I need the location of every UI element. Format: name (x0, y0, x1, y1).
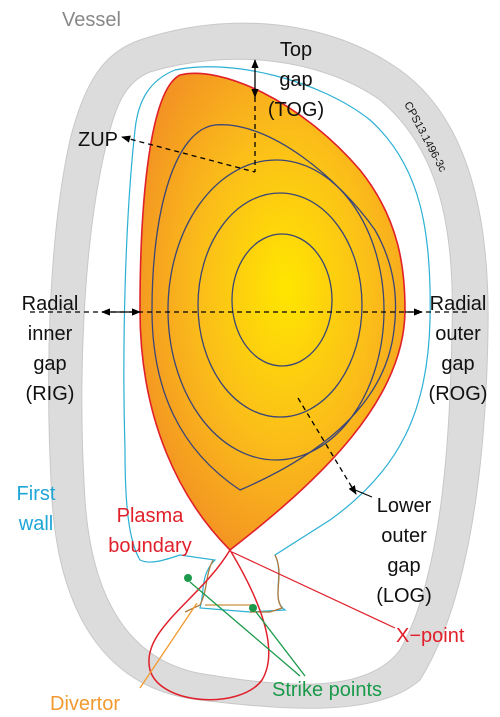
rog-label: Radial (430, 293, 487, 315)
rog-label: gap (441, 353, 474, 375)
log-label: Lower (377, 495, 432, 517)
vessel (48, 22, 489, 709)
rig-label: inner (28, 323, 73, 345)
flux-surfaces (151, 124, 397, 491)
plasma (139, 72, 406, 552)
log-label: (LOG) (376, 585, 432, 607)
flux-surface (167, 159, 385, 461)
strike-points-label: Strike points (272, 679, 382, 701)
x-point-label: X−point (396, 625, 465, 647)
plasma-boundary-label: Plasma (117, 505, 185, 527)
strike-leader (189, 581, 301, 677)
gap-lines (30, 59, 470, 495)
zup-line (121, 135, 256, 173)
divertor-label: Divertor (50, 693, 120, 715)
rig-label: gap (33, 353, 66, 375)
log-label: outer (381, 525, 427, 547)
rig-label: Radial (22, 293, 79, 315)
divertor-structure (184, 554, 284, 613)
zup-label: ZUP (78, 129, 118, 151)
log-label: gap (387, 555, 420, 577)
top-gap-label: (TOG) (268, 99, 324, 121)
vessel-label: Vessel (62, 9, 121, 31)
rog-label: outer (435, 323, 481, 345)
divertor-leader (139, 602, 198, 689)
strike-point (184, 574, 192, 582)
flux-surface (231, 233, 333, 367)
strike-leader (255, 611, 306, 677)
x-point-leader (231, 551, 396, 629)
top-gap-label: Top (280, 39, 312, 61)
log-line (297, 397, 357, 495)
flux-surface (197, 192, 363, 418)
top-gap-label: gap (279, 69, 312, 91)
flux-surface (151, 124, 397, 491)
first-wall-label: First (17, 483, 56, 505)
plasma-boundary-label: boundary (108, 535, 191, 557)
strike-point (249, 604, 257, 612)
first-wall-label: wall (18, 513, 53, 535)
rig-label: (RIG) (26, 383, 75, 405)
log-leader (354, 489, 373, 498)
rog-label: (ROG) (429, 383, 488, 405)
